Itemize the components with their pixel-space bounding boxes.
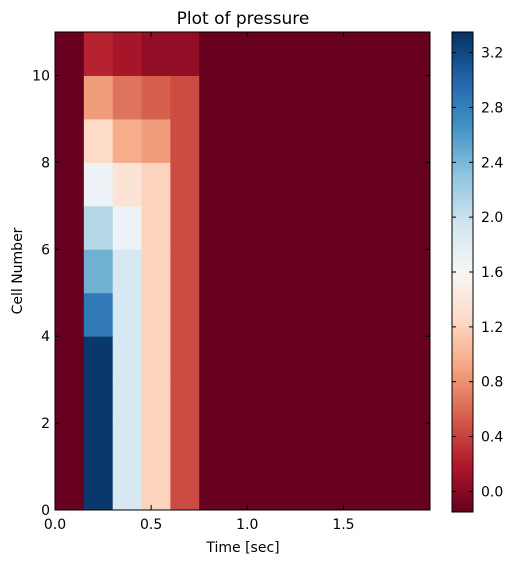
heatmap-cell bbox=[170, 162, 200, 207]
x-tick-label: 0.0 bbox=[44, 517, 66, 533]
heatmap-cell bbox=[112, 336, 143, 381]
heatmap-cell bbox=[55, 205, 85, 250]
heatmap-cell bbox=[170, 32, 200, 76]
heatmap-cell bbox=[199, 75, 229, 120]
heatmap-cell bbox=[83, 292, 114, 337]
heatmap-cell bbox=[55, 466, 85, 511]
heatmap-cell bbox=[170, 423, 200, 468]
heatmap-cell bbox=[170, 118, 200, 163]
heatmap-cell bbox=[141, 379, 171, 424]
heatmap-cell bbox=[55, 423, 85, 468]
heatmap-cell bbox=[141, 292, 171, 337]
heatmap-cell bbox=[112, 205, 143, 250]
heatmap-cell bbox=[141, 249, 171, 294]
x-tick-label: 1.0 bbox=[236, 517, 258, 533]
chart-title: Plot of pressure bbox=[177, 9, 310, 29]
colorbar-ticks: 0.0 0.4 0.8 1.2 1.6 2.0 2.4 2.8 3.2 bbox=[452, 46, 503, 500]
heatmap-cell bbox=[170, 292, 200, 337]
x-axis: 0.0 0.5 1.0 1.5 bbox=[44, 32, 355, 533]
heatmap-cell bbox=[112, 32, 143, 76]
heatmap-cell bbox=[199, 336, 229, 381]
heatmap-cell bbox=[55, 118, 85, 163]
heatmap-cell bbox=[199, 118, 229, 163]
x-tick-label: 1.5 bbox=[332, 517, 354, 533]
colorbar-tick-label: 2.0 bbox=[481, 210, 503, 226]
y-tick-label: 0 bbox=[41, 503, 50, 519]
heatmap-cell bbox=[55, 249, 85, 294]
heatmap-cell bbox=[112, 162, 143, 207]
heatmap-cell bbox=[112, 466, 143, 511]
y-tick-label: 6 bbox=[41, 242, 50, 258]
heatmap-cell bbox=[112, 292, 143, 337]
heatmap-cell bbox=[55, 336, 85, 381]
heatmap-cell bbox=[170, 379, 200, 424]
y-tick-label: 2 bbox=[41, 416, 50, 432]
colorbar-tick-label: 0.0 bbox=[481, 484, 503, 500]
heatmap-cell bbox=[83, 466, 114, 511]
heatmap-cell bbox=[199, 423, 229, 468]
heatmap-cell bbox=[141, 118, 171, 163]
heatmap-cell bbox=[170, 249, 200, 294]
y-axis-title: Cell Number bbox=[10, 227, 26, 314]
heatmap-cell bbox=[199, 466, 229, 511]
heatmap-cell bbox=[112, 75, 143, 120]
x-tick-label: 0.5 bbox=[140, 517, 162, 533]
y-tick-label: 4 bbox=[41, 329, 50, 345]
heatmap-cell bbox=[83, 75, 114, 120]
heatmap-cell bbox=[55, 162, 85, 207]
colorbar-tick-label: 2.4 bbox=[481, 155, 503, 171]
heatmap-cell bbox=[199, 379, 229, 424]
heatmap-cell bbox=[83, 249, 114, 294]
heatmap-cell bbox=[83, 379, 114, 424]
x-axis-title: Time [sec] bbox=[205, 540, 279, 556]
heatmap-cell bbox=[141, 205, 171, 250]
heatmap-cell bbox=[83, 336, 114, 381]
colorbar-tick-label: 1.6 bbox=[481, 265, 503, 281]
heatmap-cell bbox=[199, 32, 229, 76]
heatmap-cell bbox=[141, 466, 171, 511]
heatmap-cell bbox=[83, 32, 114, 76]
heatmap-cell bbox=[141, 75, 171, 120]
heatmap-cell bbox=[55, 75, 85, 120]
colorbar-tick-label: 3.2 bbox=[481, 46, 503, 62]
y-tick-label: 8 bbox=[41, 155, 50, 171]
heatmap-cell bbox=[83, 423, 114, 468]
heatmap-cell bbox=[112, 379, 143, 424]
heatmap-cell bbox=[141, 423, 171, 468]
heatmap-cell bbox=[170, 466, 200, 511]
heatmap-cell bbox=[199, 249, 229, 294]
colorbar-tick-label: 0.8 bbox=[481, 375, 503, 391]
heatmap-cell bbox=[83, 205, 114, 250]
heatmap-cell bbox=[199, 162, 229, 207]
colorbar-tick-label: 2.8 bbox=[481, 100, 503, 116]
heatmap-cell bbox=[112, 118, 143, 163]
colorbar-tick-label: 1.2 bbox=[481, 320, 503, 336]
colorbar-tick-label: 0.4 bbox=[481, 430, 503, 446]
heatmap-cell bbox=[83, 118, 114, 163]
heatmap-cell bbox=[55, 292, 85, 337]
heatmap-cell bbox=[170, 75, 200, 120]
heatmap-cell bbox=[170, 205, 200, 250]
heatmap-cell bbox=[83, 162, 114, 207]
heatmap-cells bbox=[55, 32, 430, 511]
heatmap-cell bbox=[55, 32, 85, 76]
heatmap-cell bbox=[112, 249, 143, 294]
heatmap-cell bbox=[199, 205, 229, 250]
heatmap-cell bbox=[170, 336, 200, 381]
y-tick-label: 10 bbox=[32, 68, 50, 84]
heatmap-cell bbox=[141, 336, 171, 381]
heatmap-cell bbox=[112, 423, 143, 468]
plot-frame bbox=[54, 31, 431, 511]
heatmap-cell bbox=[141, 162, 171, 207]
heatmap-cell bbox=[55, 379, 85, 424]
y-axis: 0 2 4 6 8 10 bbox=[32, 68, 430, 519]
heatmap-cell bbox=[141, 32, 171, 76]
heatmap-cell bbox=[199, 292, 229, 337]
